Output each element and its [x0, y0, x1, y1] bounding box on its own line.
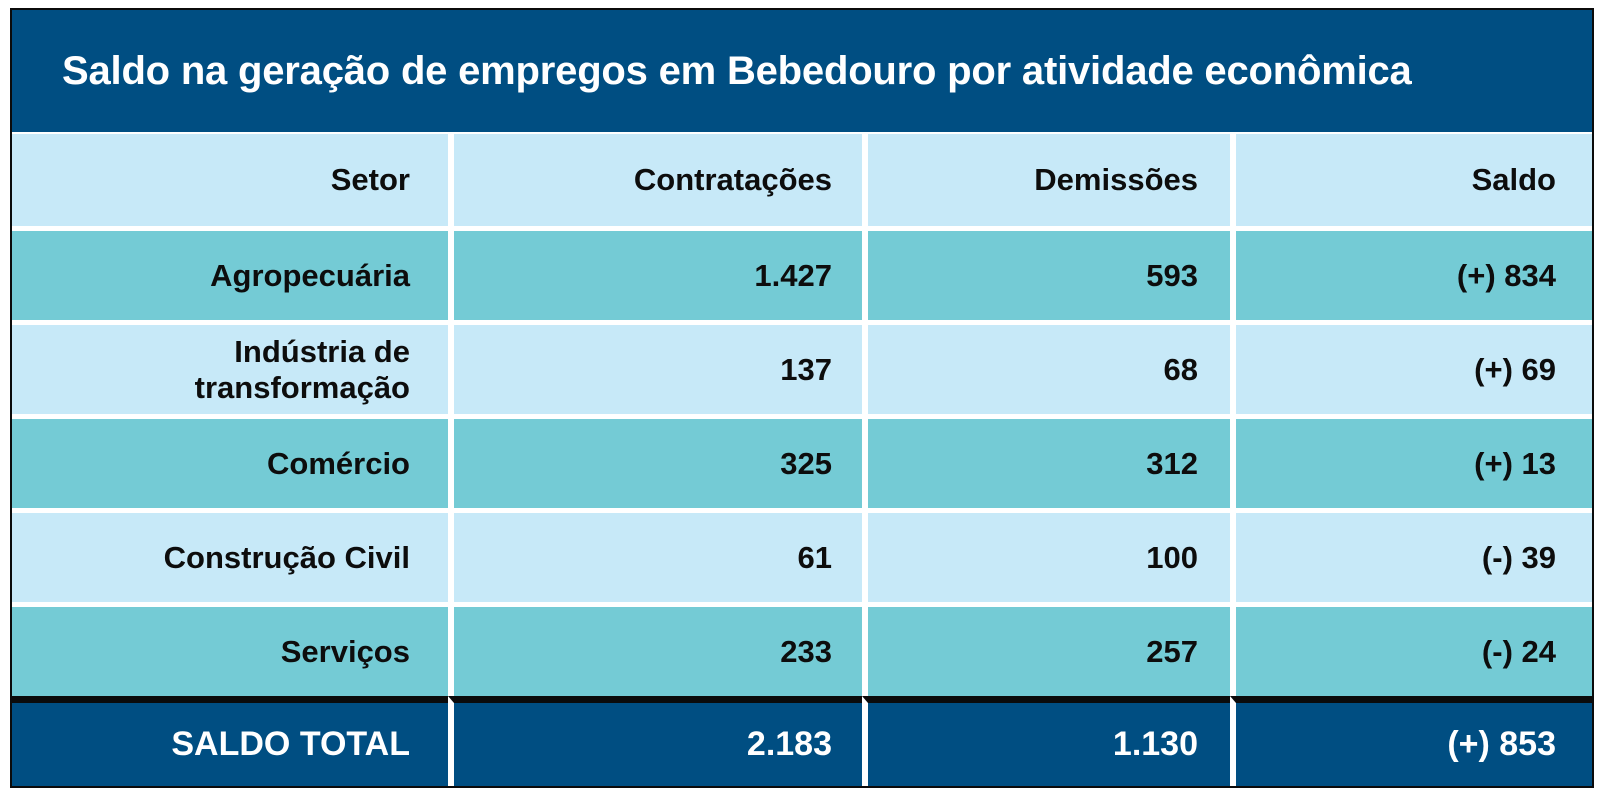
employment-table: Setor Contratações Demissões Saldo Agrop… — [12, 134, 1592, 786]
total-saldo: (+) 853 — [1230, 696, 1592, 786]
cell-contratacoes: 325 — [448, 414, 862, 508]
total-contratacoes: 2.183 — [448, 696, 862, 786]
cell-contratacoes: 61 — [448, 508, 862, 602]
cell-saldo: (-) 24 — [1230, 602, 1592, 696]
table-title: Saldo na geração de empregos em Bebedour… — [12, 10, 1592, 132]
cell-demissoes: 257 — [862, 602, 1230, 696]
table-row: Indústria de transformação 137 68 (+) 69 — [12, 320, 1592, 414]
total-demissoes: 1.130 — [862, 696, 1230, 786]
total-row: SALDO TOTAL 2.183 1.130 (+) 853 — [12, 696, 1592, 786]
cell-setor: Agropecuária — [12, 226, 448, 320]
column-header-contratacoes: Contratações — [448, 134, 862, 226]
column-header-setor: Setor — [12, 134, 448, 226]
cell-saldo: (+) 13 — [1230, 414, 1592, 508]
cell-setor: Indústria de transformação — [12, 320, 448, 414]
cell-setor: Serviços — [12, 602, 448, 696]
total-label: SALDO TOTAL — [12, 696, 448, 786]
column-header-demissoes: Demissões — [862, 134, 1230, 226]
table-row: Agropecuária 1.427 593 (+) 834 — [12, 226, 1592, 320]
table-row: Serviços 233 257 (-) 24 — [12, 602, 1592, 696]
cell-setor: Comércio — [12, 414, 448, 508]
cell-demissoes: 100 — [862, 508, 1230, 602]
cell-demissoes: 593 — [862, 226, 1230, 320]
cell-demissoes: 312 — [862, 414, 1230, 508]
cell-setor-line1: Indústria de — [234, 333, 410, 369]
table-row: Construção Civil 61 100 (-) 39 — [12, 508, 1592, 602]
cell-saldo: (-) 39 — [1230, 508, 1592, 602]
table-frame: Saldo na geração de empregos em Bebedour… — [10, 8, 1594, 788]
cell-demissoes: 68 — [862, 320, 1230, 414]
cell-contratacoes: 1.427 — [448, 226, 862, 320]
cell-contratacoes: 137 — [448, 320, 862, 414]
cell-saldo: (+) 69 — [1230, 320, 1592, 414]
table-row: Comércio 325 312 (+) 13 — [12, 414, 1592, 508]
column-header-saldo: Saldo — [1230, 134, 1592, 226]
header-row: Setor Contratações Demissões Saldo — [12, 134, 1592, 226]
cell-contratacoes: 233 — [448, 602, 862, 696]
cell-setor: Construção Civil — [12, 508, 448, 602]
cell-setor-line2: transformação — [194, 369, 410, 405]
cell-saldo: (+) 834 — [1230, 226, 1592, 320]
